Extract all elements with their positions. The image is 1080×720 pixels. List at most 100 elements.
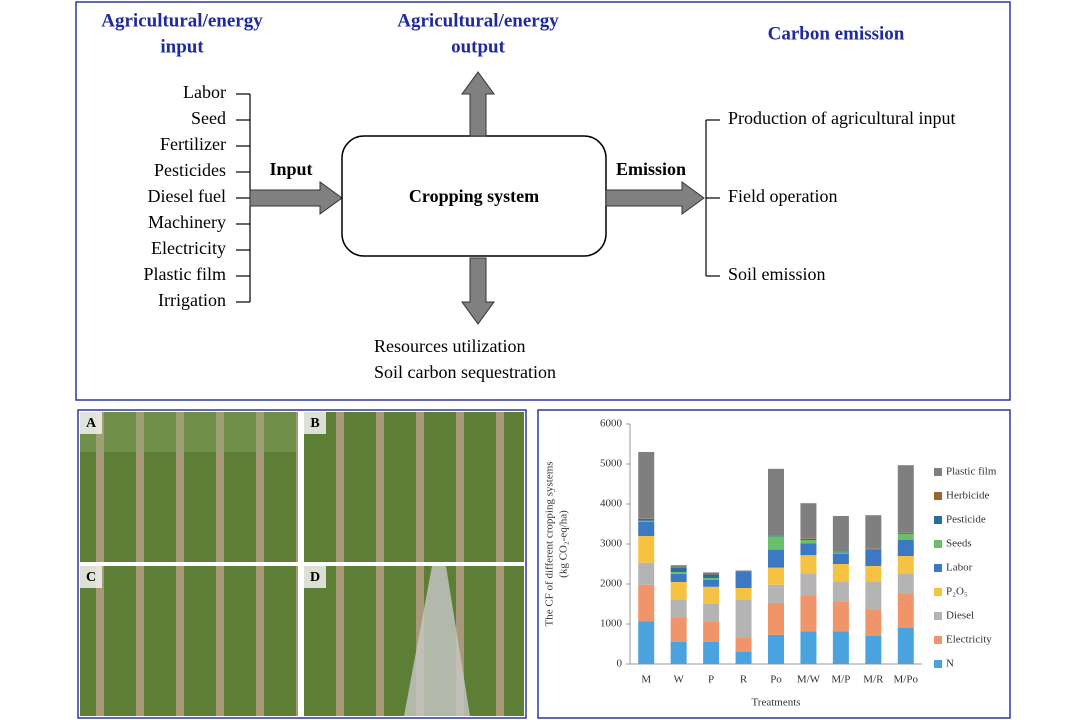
input-item: Plastic film bbox=[144, 264, 227, 284]
photo bbox=[80, 412, 298, 562]
bar-segment bbox=[897, 534, 914, 540]
legend-swatch bbox=[934, 564, 942, 572]
photo-label: D bbox=[310, 570, 320, 585]
x-tick-label: P bbox=[708, 674, 714, 686]
bar-segment bbox=[768, 634, 784, 664]
x-tick-label: M/W bbox=[797, 674, 821, 686]
bar-segment bbox=[832, 552, 849, 554]
input-item: Diesel fuel bbox=[148, 186, 226, 206]
arrow bbox=[249, 181, 343, 215]
bar-segment bbox=[897, 533, 914, 534]
y-tick-label: 6000 bbox=[600, 418, 623, 430]
legend-swatch bbox=[934, 468, 942, 476]
input-list: Labor Seed Fertilizer Pesticides Diesel fuel… bbox=[144, 82, 250, 310]
bar-segment bbox=[735, 570, 752, 572]
chart: 0 1000 2000 3000 4000 5000 6000 The CF of diffe… bbox=[544, 418, 997, 709]
legend-label: Electricity bbox=[946, 634, 992, 646]
bar-segment bbox=[670, 565, 687, 568]
bar-segment bbox=[670, 642, 687, 664]
input-item: Seed bbox=[191, 108, 226, 128]
arrow-label: Input bbox=[269, 159, 312, 179]
y-tick-label: 1000 bbox=[600, 618, 623, 630]
legend-label: Herbicide bbox=[946, 490, 989, 502]
y-tick-label: 3000 bbox=[600, 538, 623, 550]
bar-segment bbox=[638, 522, 655, 536]
legend-swatch bbox=[934, 492, 942, 500]
legend-label: N bbox=[946, 658, 954, 670]
bar-segment bbox=[800, 573, 817, 596]
bar-segment bbox=[638, 621, 655, 664]
x-axis-label: Treatments bbox=[751, 697, 800, 709]
header: output bbox=[451, 36, 506, 57]
header: Carbon emission bbox=[768, 23, 905, 44]
bar-segment bbox=[670, 572, 687, 574]
legend-label: P₂O₅ bbox=[946, 586, 968, 598]
bar-segment bbox=[768, 567, 784, 585]
bar-segment bbox=[768, 602, 784, 635]
bar-segment bbox=[832, 564, 849, 582]
photo bbox=[80, 566, 298, 716]
bar-segment bbox=[865, 515, 882, 549]
bar-segment bbox=[897, 556, 914, 574]
input-item: Irrigation bbox=[158, 290, 226, 310]
legend-swatch bbox=[934, 540, 942, 548]
bar-segment bbox=[832, 631, 849, 664]
bar-segment bbox=[768, 535, 784, 537]
bar-segment bbox=[832, 581, 849, 602]
arrow bbox=[605, 181, 705, 215]
legend-swatch bbox=[934, 660, 942, 668]
bar-segment bbox=[768, 584, 784, 603]
input-item: Labor bbox=[183, 82, 226, 102]
bar-segment bbox=[865, 550, 882, 566]
y-tick-label: 4000 bbox=[600, 498, 623, 510]
bar-segment bbox=[832, 551, 849, 553]
plastic-film bbox=[404, 566, 470, 716]
input-item: Machinery bbox=[148, 212, 226, 232]
bar-segment bbox=[897, 540, 914, 556]
bar-segment bbox=[703, 572, 720, 574]
x-tick-label: Po bbox=[770, 674, 782, 686]
header: input bbox=[160, 36, 204, 57]
bar-segment bbox=[768, 468, 784, 536]
bar-segment bbox=[703, 586, 720, 604]
bar-segment bbox=[638, 452, 655, 519]
y-tick-label: 2000 bbox=[600, 578, 623, 590]
bar-segment bbox=[800, 543, 817, 556]
arrow bbox=[461, 257, 495, 325]
bar-segment bbox=[865, 566, 882, 582]
bar-segment bbox=[703, 574, 720, 578]
emission-item: Soil emission bbox=[728, 264, 826, 284]
bar-segment bbox=[897, 594, 914, 628]
emission-list: Production of agricultural input Field op… bbox=[706, 108, 955, 284]
photo-label-box bbox=[304, 412, 326, 434]
bar-segment bbox=[768, 536, 784, 550]
diagram-frame bbox=[75, 1, 1011, 401]
bar-segment bbox=[800, 503, 817, 539]
x-tick-label: M/P bbox=[831, 674, 850, 686]
bar-segment bbox=[703, 604, 720, 622]
bar-segment bbox=[832, 601, 849, 632]
legend-swatch bbox=[934, 636, 942, 644]
y-axis-label: (kg CO₂-eq/ha) bbox=[558, 510, 570, 578]
bar-segment bbox=[703, 578, 720, 580]
legend-label: Plastic film bbox=[946, 466, 997, 478]
output-item: Resources utilization bbox=[374, 336, 525, 356]
bar-segment bbox=[735, 600, 752, 638]
bar-segment bbox=[670, 618, 687, 642]
photo bbox=[304, 412, 524, 562]
bar-segment bbox=[865, 548, 882, 550]
bar-segment bbox=[865, 636, 882, 664]
bar-segment bbox=[670, 568, 687, 572]
photo-label-box bbox=[304, 566, 326, 588]
photo-label: B bbox=[310, 416, 319, 431]
bar-segment bbox=[670, 600, 687, 618]
process-label: Cropping system bbox=[409, 186, 539, 206]
photo-label-box bbox=[80, 412, 102, 434]
bar-segment bbox=[670, 574, 687, 582]
header: Agricultural/energy bbox=[101, 10, 263, 31]
legend-swatch bbox=[934, 516, 942, 524]
bar-segment bbox=[638, 518, 655, 521]
photo-label: C bbox=[86, 570, 96, 585]
input-item: Pesticides bbox=[154, 160, 226, 180]
